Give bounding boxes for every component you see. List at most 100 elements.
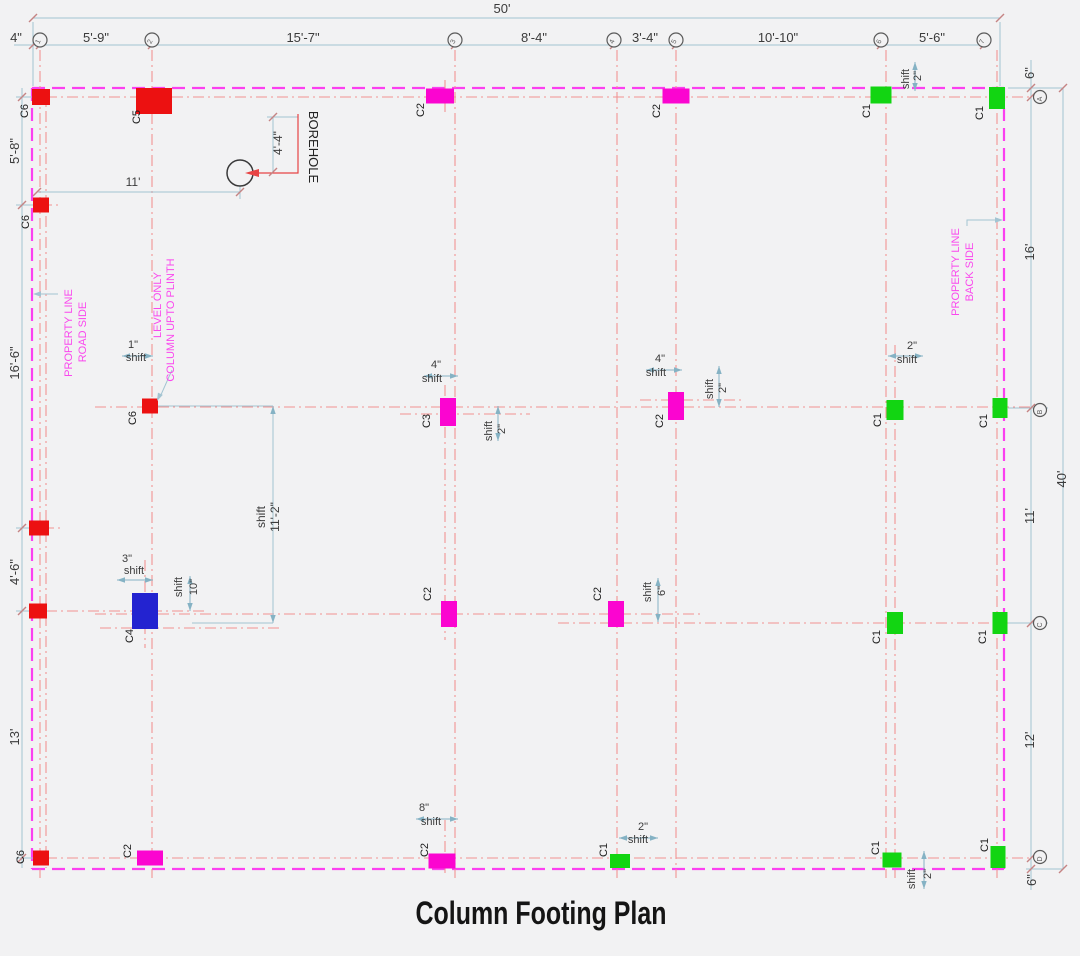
grid-bubble-label: A [1037, 96, 1044, 101]
column-label: C1 [871, 630, 883, 644]
dim-tick [995, 13, 1005, 23]
dim-arrowhead [912, 83, 918, 91]
column-label: C1 [979, 838, 991, 852]
shift-word-label: shift [704, 379, 716, 399]
dim-arrowhead [187, 576, 193, 584]
dim-arrowhead [921, 881, 927, 889]
dim-arrowhead [716, 399, 722, 407]
dim-arrowhead [122, 353, 130, 359]
shift-value-label: 4" [431, 359, 441, 371]
dim-tick [32, 187, 42, 197]
dim-arrowhead [915, 353, 923, 359]
shift-word-label: shift [124, 565, 144, 577]
grid-bubble-label: 1 [35, 39, 43, 46]
column-label: C1 [974, 106, 986, 120]
grid-bubble-right [1032, 89, 1048, 105]
shift-word-label: shift [421, 816, 441, 828]
shift-11-2-value-label: 11'-2" [268, 502, 282, 532]
column-label: C6 [127, 411, 139, 425]
column-footing-C2 [426, 88, 454, 104]
column-label: C3 [421, 414, 433, 428]
dim-label-right: 11' [1022, 508, 1037, 524]
dim-arrowhead [495, 433, 501, 441]
grid-bubble-top [976, 32, 992, 48]
column-footing-C1 [870, 86, 892, 104]
grid-bubble-top [606, 32, 622, 48]
dim-tick [17, 92, 27, 102]
dim-label-overall-top: 50' [494, 1, 511, 16]
dim-arrowhead [424, 373, 432, 379]
column-label: C5 [131, 110, 143, 124]
shift-word-label: shift [906, 869, 918, 889]
dim-label-left: 4'-6" [7, 559, 22, 585]
shift-word-label: shift [173, 577, 185, 597]
dim-label-right: 6" [1024, 874, 1039, 886]
column-footing-C2 [608, 601, 624, 627]
borehole-arrow [245, 169, 259, 177]
column-footing-C2 [662, 88, 690, 104]
dim-arrowhead [157, 392, 163, 401]
column-label: C4 [124, 629, 136, 643]
dim-label-left: 13' [7, 729, 22, 746]
dim-arrowhead [888, 353, 896, 359]
shift-value-label: 10" [188, 579, 200, 595]
dim-label-top: 4" [10, 30, 22, 45]
dim-arrowhead [921, 851, 927, 859]
dim-arrowhead [716, 366, 722, 374]
note-property_road-line: ROAD SIDE [77, 302, 89, 363]
column-footing-C6 [33, 197, 49, 213]
grid-bubble-top [873, 32, 889, 48]
dim-arrowhead [145, 353, 153, 359]
grid-bubble-top [447, 32, 463, 48]
grid-bubble-label: 5 [671, 39, 679, 46]
dim-label-left: 16'-6" [7, 346, 22, 380]
shift-word-label: shift [422, 373, 442, 385]
column-label: C6 [15, 850, 27, 864]
shift-value-label: 2" [907, 340, 917, 352]
column-footing-C2 [441, 601, 457, 627]
shift-value-label: 2" [912, 71, 924, 81]
dim-arrowhead [655, 614, 661, 622]
borehole-label: BOREHOLE [306, 111, 321, 184]
shift-value-label: 3" [122, 553, 132, 565]
note-property_back-line: BACK SIDE [964, 243, 976, 302]
dim-label-right: 16' [1022, 244, 1037, 261]
dim-label-top: 15'-7" [286, 30, 320, 45]
column-footing-C2 [137, 850, 163, 866]
dim-arrowhead [650, 835, 658, 841]
dim-arrowhead [674, 367, 682, 373]
dim-tick [1058, 83, 1068, 93]
dim-label-top: 3'-4" [632, 30, 658, 45]
dim-label-top: 5'-6" [919, 30, 945, 45]
borehole-dim-label: 4'-4" [271, 131, 285, 155]
column-label: C2 [422, 587, 434, 601]
column-footing-C4 [132, 593, 158, 629]
shift-value-label: 2" [922, 869, 934, 879]
column-label: C6 [20, 215, 32, 229]
dim-arrowhead [619, 835, 627, 841]
shift-value-label: 4" [655, 353, 665, 365]
column-footing-C6 [32, 89, 50, 105]
grid-bubble-label: D [1037, 856, 1044, 861]
dim-arrowhead [646, 367, 654, 373]
column-footing-C1 [992, 612, 1008, 634]
column-label: C1 [977, 630, 989, 644]
note-property_back-line: PROPERTY LINE [950, 228, 962, 316]
grid-bubble-label: C [1037, 622, 1044, 627]
column-footing-C6 [33, 850, 49, 866]
dim-arrowhead [145, 577, 153, 583]
column-label: C1 [870, 841, 882, 855]
note-leader-property_back [966, 219, 1000, 226]
grid-bubble-label: B [1037, 409, 1044, 414]
grid-bubble-right [1032, 615, 1048, 631]
column-label: C6 [19, 104, 31, 118]
grid-bubble-label: 2 [147, 39, 155, 46]
dim-arrowhead [416, 816, 424, 822]
dim-tick [1026, 403, 1036, 413]
shift-value-label: 2" [717, 383, 729, 393]
grid-bubble-top [32, 32, 48, 48]
note-property_road-line: PROPERTY LINE [63, 289, 75, 377]
dim-arrowhead [995, 217, 1003, 223]
column-label: C2 [592, 587, 604, 601]
